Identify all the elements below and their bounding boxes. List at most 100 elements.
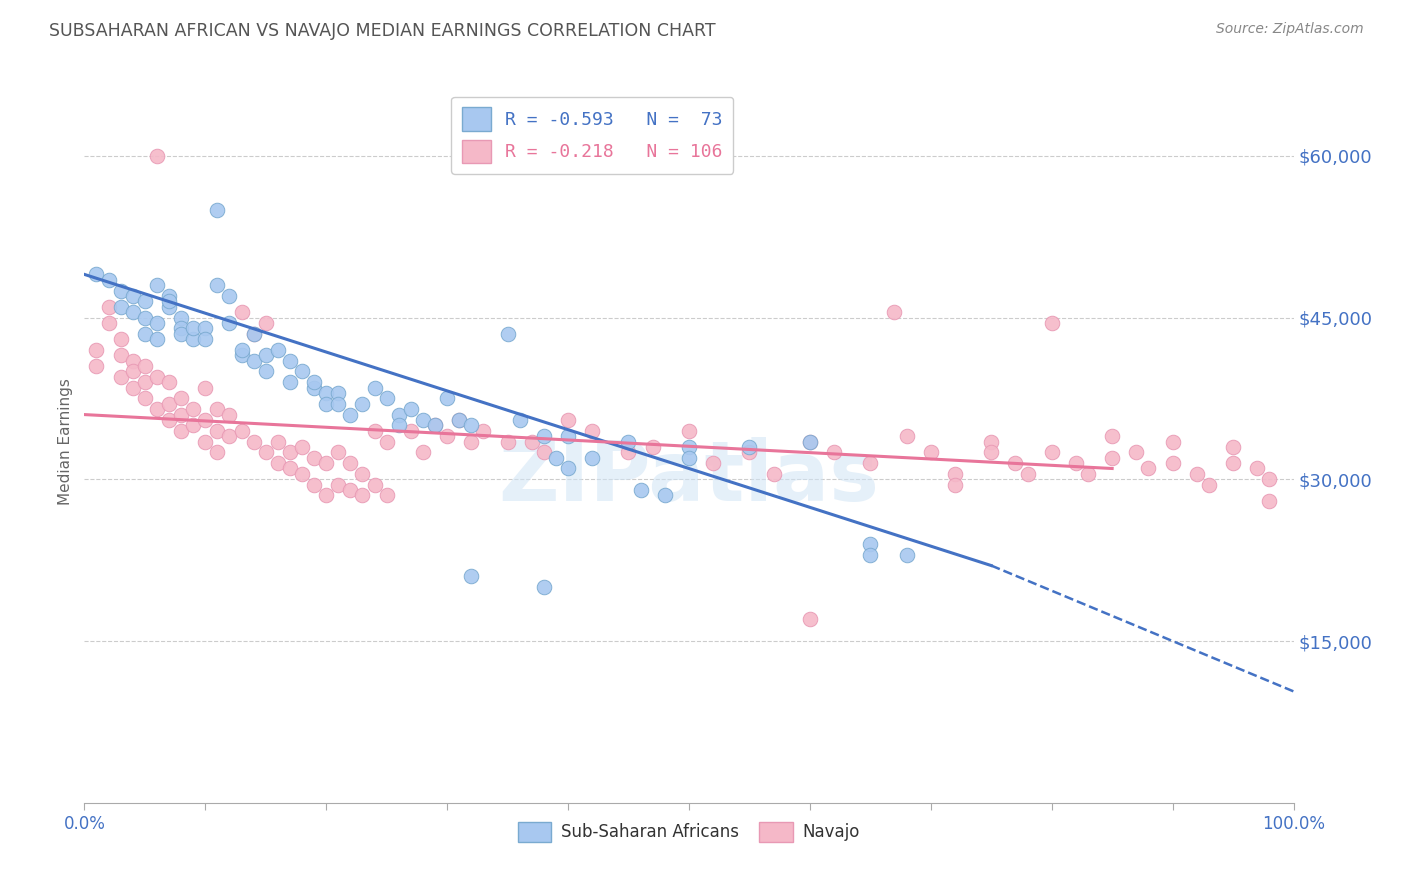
Point xyxy=(738,440,761,454)
Point xyxy=(859,537,882,551)
Point xyxy=(181,321,204,335)
Point xyxy=(315,456,337,470)
Point xyxy=(267,456,290,470)
Point xyxy=(339,483,361,497)
Point xyxy=(267,434,290,449)
Point xyxy=(1101,450,1123,465)
Point xyxy=(399,402,422,417)
Point xyxy=(110,300,132,314)
Point xyxy=(980,434,1002,449)
Point xyxy=(363,477,385,491)
Point xyxy=(509,413,531,427)
Point xyxy=(1077,467,1099,481)
Point xyxy=(581,424,603,438)
Point xyxy=(375,434,398,449)
Point xyxy=(328,477,350,491)
Point xyxy=(207,202,229,217)
Point xyxy=(218,408,240,422)
Point xyxy=(1040,316,1063,330)
Point xyxy=(823,445,845,459)
Point xyxy=(1185,467,1208,481)
Point xyxy=(242,434,264,449)
Point xyxy=(449,413,471,427)
Point xyxy=(883,305,905,319)
Point xyxy=(859,548,882,562)
Point xyxy=(194,321,217,335)
Point xyxy=(1258,493,1281,508)
Point xyxy=(1258,472,1281,486)
Point xyxy=(302,376,325,390)
Point xyxy=(146,332,169,346)
Point xyxy=(291,364,314,378)
Point xyxy=(520,434,543,449)
Point xyxy=(207,278,229,293)
Point xyxy=(231,348,253,362)
Point xyxy=(423,418,446,433)
Point xyxy=(702,456,724,470)
Point xyxy=(170,392,193,406)
Point xyxy=(738,445,761,459)
Point xyxy=(1040,445,1063,459)
Point xyxy=(352,397,374,411)
Point xyxy=(231,424,253,438)
Point xyxy=(194,381,217,395)
Point xyxy=(254,364,277,378)
Point xyxy=(1064,456,1087,470)
Point xyxy=(1017,467,1039,481)
Point xyxy=(617,434,640,449)
Point xyxy=(134,326,156,341)
Point xyxy=(242,353,264,368)
Point xyxy=(1222,440,1244,454)
Point xyxy=(496,326,519,341)
Point xyxy=(242,326,264,341)
Point xyxy=(207,402,229,417)
Point xyxy=(412,445,434,459)
Point xyxy=(181,402,204,417)
Point xyxy=(339,408,361,422)
Point xyxy=(170,310,193,325)
Point xyxy=(363,424,385,438)
Point xyxy=(110,369,132,384)
Point xyxy=(412,413,434,427)
Point xyxy=(449,413,471,427)
Point xyxy=(423,418,446,433)
Point xyxy=(859,456,882,470)
Point xyxy=(352,488,374,502)
Point xyxy=(146,316,169,330)
Point xyxy=(121,353,143,368)
Point xyxy=(544,450,567,465)
Point xyxy=(254,348,277,362)
Point xyxy=(980,445,1002,459)
Point xyxy=(1125,445,1147,459)
Point xyxy=(460,434,482,449)
Point xyxy=(218,316,240,330)
Point xyxy=(1198,477,1220,491)
Point xyxy=(533,445,555,459)
Point xyxy=(170,424,193,438)
Point xyxy=(375,392,398,406)
Point xyxy=(302,450,325,465)
Point xyxy=(110,332,132,346)
Text: Source: ZipAtlas.com: Source: ZipAtlas.com xyxy=(1216,22,1364,37)
Point xyxy=(134,359,156,373)
Text: SUBSAHARAN AFRICAN VS NAVAJO MEDIAN EARNINGS CORRELATION CHART: SUBSAHARAN AFRICAN VS NAVAJO MEDIAN EARN… xyxy=(49,22,716,40)
Point xyxy=(436,392,458,406)
Point xyxy=(146,278,169,293)
Point xyxy=(375,488,398,502)
Point xyxy=(641,440,664,454)
Point xyxy=(254,445,277,459)
Point xyxy=(799,434,821,449)
Point xyxy=(170,326,193,341)
Point xyxy=(278,461,301,475)
Point xyxy=(581,450,603,465)
Point xyxy=(146,149,169,163)
Y-axis label: Median Earnings: Median Earnings xyxy=(58,378,73,505)
Point xyxy=(97,300,120,314)
Point xyxy=(399,424,422,438)
Point xyxy=(302,381,325,395)
Point xyxy=(388,418,411,433)
Point xyxy=(363,381,385,395)
Point xyxy=(86,343,108,357)
Point xyxy=(97,273,120,287)
Point xyxy=(194,332,217,346)
